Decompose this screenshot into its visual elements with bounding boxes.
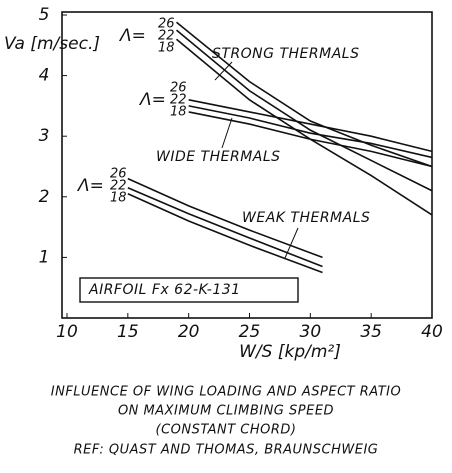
line (188, 99, 433, 153)
x-tick-label: 30 (300, 322, 322, 342)
x-tick-label: 20 (178, 322, 200, 342)
x-tick-label: 10 (56, 322, 78, 342)
series-label: 18 (110, 191, 127, 206)
caption: REF: QUAST AND THOMAS, BRAUNSCHWEIG (74, 443, 379, 458)
aspect-ratio-symbol: Λ= (118, 26, 146, 46)
x-tick-label: 40 (421, 322, 443, 342)
annotation: STRONG THERMALS (212, 46, 359, 62)
line (188, 111, 433, 168)
series-label: 18 (170, 105, 187, 120)
plot-frame (61, 11, 433, 319)
line (175, 21, 433, 168)
series-label: 22 (110, 179, 127, 194)
series-label: 18 (158, 41, 175, 56)
pointer (284, 227, 299, 259)
y-axis-label: Va [m/sec.] (4, 34, 100, 54)
caption: ON MAXIMUM CLIMBING SPEED (118, 404, 334, 419)
caption: (CONSTANT CHORD) (156, 423, 297, 438)
caption: INFLUENCE OF WING LOADING AND ASPECT RAT… (51, 385, 401, 400)
line (188, 105, 433, 159)
series-label: 22 (170, 93, 187, 108)
y-tick-label: 4 (39, 66, 50, 86)
annotation: WEAK THERMALS (242, 210, 370, 226)
y-tick-label: 1 (39, 247, 50, 267)
y-tick-label: 5 (39, 5, 50, 25)
annotation: WIDE THERMALS (156, 149, 281, 165)
aspect-ratio-symbol: Λ= (76, 176, 104, 196)
x-tick-label: 35 (360, 322, 382, 342)
line (175, 29, 433, 192)
note: AIRFOIL Fx 62-K-131 (88, 282, 241, 298)
x-tick-label: 25 (239, 322, 261, 342)
series-label: 22 (158, 29, 175, 44)
x-axis-label: W/S [kp/m²] (239, 342, 341, 362)
series-label: 26 (158, 17, 175, 32)
aspect-ratio-symbol: Λ= (138, 90, 166, 110)
line (127, 177, 323, 259)
series-label: 26 (170, 81, 187, 96)
y-tick-label: 3 (39, 126, 50, 146)
note-box (79, 277, 299, 303)
series-label: 26 (110, 167, 127, 182)
x-tick-label: 15 (117, 322, 139, 342)
line (127, 186, 323, 268)
y-tick-label: 2 (39, 187, 50, 207)
pointer (221, 117, 233, 149)
line (127, 193, 323, 274)
